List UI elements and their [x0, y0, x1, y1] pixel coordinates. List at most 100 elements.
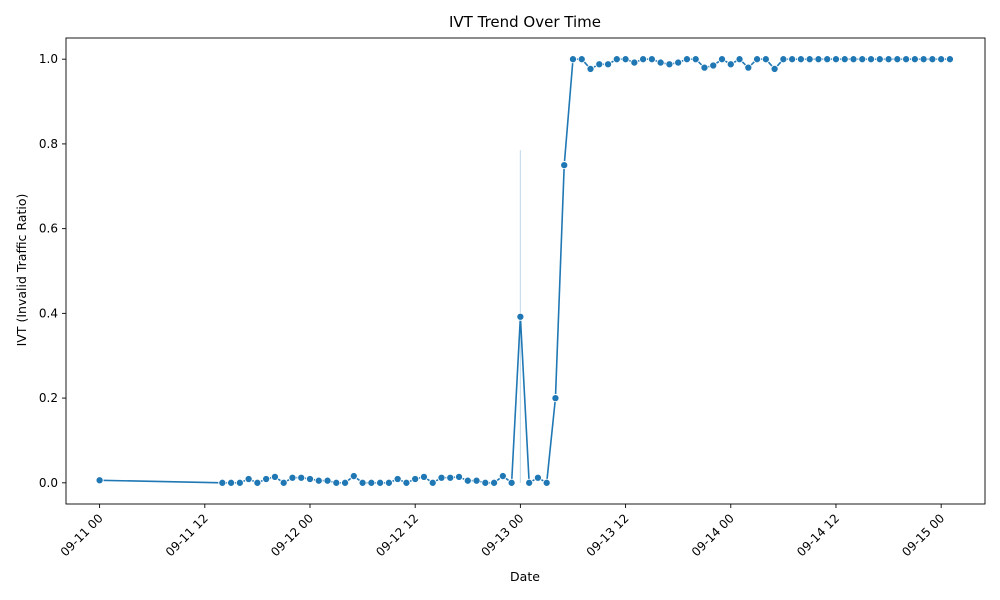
data-point [349, 471, 358, 481]
data-point [358, 478, 367, 487]
data-point [393, 474, 402, 484]
data-point [367, 478, 376, 487]
data-point [551, 394, 560, 403]
data-point [823, 55, 832, 64]
y-tick-label: 0.2 [39, 391, 58, 405]
data-point [595, 60, 604, 69]
data-point [332, 478, 341, 487]
data-point [919, 55, 928, 64]
data-point [227, 478, 236, 487]
series-markers [95, 55, 954, 487]
data-point [419, 472, 429, 481]
data-point [639, 55, 648, 64]
data-point [753, 55, 762, 64]
data-point [779, 55, 788, 64]
data-point [262, 474, 271, 484]
data-point [682, 55, 691, 64]
data-point [893, 55, 902, 64]
data-point [577, 55, 586, 64]
data-point [411, 474, 420, 484]
data-point [744, 63, 753, 72]
data-point [928, 55, 937, 64]
y-tick-label: 0.8 [39, 137, 58, 151]
data-point [402, 478, 411, 487]
data-point [630, 58, 639, 67]
data-point [647, 55, 656, 64]
x-tick-label: 09-12 12 [373, 511, 421, 559]
data-point [814, 55, 823, 64]
y-tick-label: 0.0 [39, 476, 58, 490]
data-point [761, 55, 770, 64]
data-point [305, 474, 315, 484]
plot-frame [65, 37, 986, 505]
series-lines [99, 58, 950, 485]
data-point [454, 472, 464, 481]
data-point [875, 55, 884, 64]
data-point [446, 473, 455, 482]
data-point [586, 64, 595, 73]
data-point [341, 478, 350, 487]
data-point [384, 478, 393, 487]
data-point [603, 60, 613, 69]
data-point [314, 476, 323, 485]
data-point [937, 55, 946, 64]
data-point [472, 476, 481, 485]
x-tick-label: 09-14 00 [689, 511, 737, 559]
x-axis-label: Date [510, 569, 540, 584]
data-point [884, 55, 893, 64]
data-point [735, 55, 744, 64]
data-point [910, 55, 919, 64]
data-point [542, 478, 551, 487]
data-point [507, 478, 516, 487]
data-point [279, 478, 288, 487]
data-point [490, 478, 499, 487]
data-point [709, 61, 718, 70]
data-point [253, 478, 262, 487]
data-point [858, 55, 867, 64]
data-point [656, 58, 665, 67]
y-tick-label: 1.0 [39, 52, 58, 66]
data-point [437, 473, 446, 482]
x-tick-label: 09-12 00 [268, 511, 316, 559]
data-point [218, 478, 227, 487]
data-point [831, 55, 841, 64]
data-point [560, 161, 569, 170]
y-tick-label: 0.6 [39, 222, 58, 236]
y-tick-label: 0.4 [39, 306, 58, 320]
x-tick-label: 09-13 12 [584, 511, 632, 559]
data-point [235, 478, 244, 487]
data-point [849, 55, 858, 64]
data-point [796, 55, 805, 64]
data-point [481, 478, 490, 487]
x-tick-label: 09-14 12 [794, 511, 842, 559]
data-point [323, 476, 332, 485]
data-point [902, 55, 911, 64]
data-point [612, 55, 621, 64]
data-point [726, 60, 735, 69]
x-tick-label: 09-15 00 [899, 511, 947, 559]
data-point [533, 473, 542, 482]
data-point [691, 55, 700, 64]
data-point [717, 55, 727, 64]
data-point [665, 60, 674, 69]
data-point [376, 478, 385, 487]
data-point [674, 58, 683, 67]
data-point [498, 471, 507, 481]
data-point [95, 476, 104, 485]
x-tick-label: 09-13 00 [478, 511, 526, 559]
x-tick-label: 09-11 00 [58, 511, 106, 559]
data-point [866, 55, 876, 64]
x-tick-label: 09-11 12 [163, 511, 211, 559]
data-point [805, 55, 814, 64]
series-line [99, 58, 950, 485]
chart-title: IVT Trend Over Time [449, 13, 601, 31]
data-point [428, 478, 437, 487]
data-point [770, 64, 779, 73]
data-point [244, 474, 253, 484]
data-point [288, 473, 297, 482]
data-point [297, 473, 306, 482]
data-point [621, 55, 630, 64]
data-point [840, 55, 849, 64]
data-point [788, 55, 797, 64]
